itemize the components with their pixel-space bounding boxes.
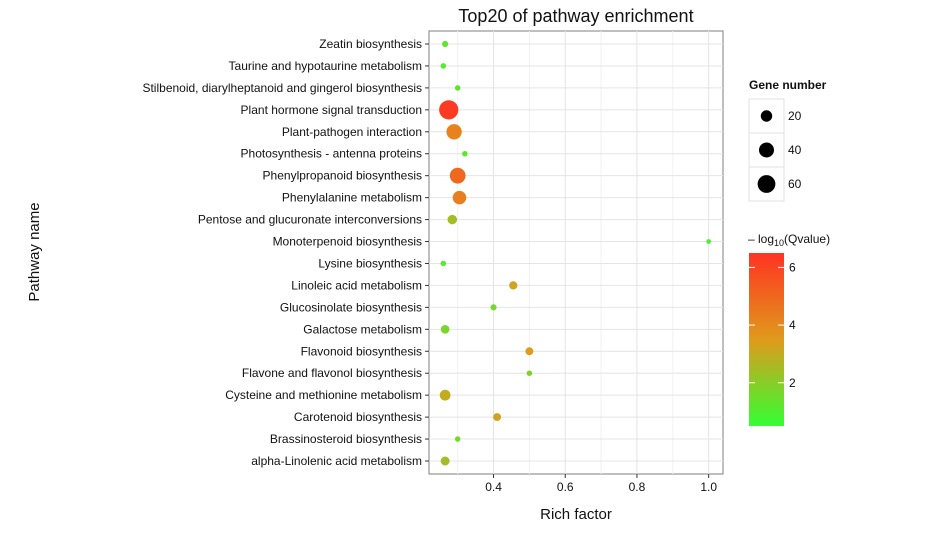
data-point (490, 304, 497, 311)
size-legend-label: 20 (788, 109, 802, 123)
size-legend: Gene number 20 40 60 (748, 78, 827, 202)
color-legend: – log10(Qvalue) 2 4 6 (748, 232, 830, 426)
y-tick-label: Pentose and glucuronate interconversions (198, 213, 422, 227)
y-tick-label: Phenylpropanoid biosynthesis (263, 169, 422, 183)
data-point (440, 456, 450, 466)
y-tick-label: Flavone and flavonol biosynthesis (242, 366, 422, 380)
y-tick-label: Glucosinolate biosynthesis (280, 300, 422, 314)
y-tick-label: Cysteine and methionine metabolism (225, 388, 422, 402)
chart-title: Top20 of pathway enrichment (458, 6, 693, 26)
y-tick-label: Brassinosteroid biosynthesis (270, 432, 422, 446)
x-tick-label: 0.8 (629, 480, 646, 494)
y-tick-label: Stilbenoid, diarylheptanoid and gingerol… (142, 81, 422, 95)
data-point (462, 150, 468, 157)
y-axis-title: Pathway name (26, 202, 43, 301)
color-gradient-bar (749, 253, 784, 426)
data-point (493, 413, 502, 422)
data-point (439, 100, 459, 120)
data-point (449, 167, 466, 184)
y-tick-label: Monoterpenoid biosynthesis (273, 235, 422, 249)
data-point (446, 124, 462, 140)
y-tick-label: Linoleic acid metabolism (291, 278, 422, 292)
color-legend-title: – log10(Qvalue) (748, 232, 830, 248)
plot-panel (428, 30, 724, 475)
data-point (706, 239, 712, 244)
y-tick-label: Taurine and hypotaurine metabolism (229, 59, 422, 73)
y-tick-label: Zeatin biosynthesis (319, 37, 422, 51)
x-axis: 0.4 0.6 0.8 1.0 (485, 474, 717, 494)
y-tick-label: Carotenoid biosynthesis (294, 410, 422, 424)
y-tick-label: Galactose metabolism (303, 322, 422, 336)
data-point (525, 347, 534, 356)
size-legend-items: 20 40 60 (748, 98, 802, 202)
size-legend-label: 60 (788, 177, 802, 191)
color-legend-tick-label: 6 (789, 260, 796, 274)
color-legend-ticks: 2 4 6 (749, 260, 796, 390)
x-tick-label: 0.4 (485, 480, 502, 494)
y-tick-label: Phenylalanine metabolism (282, 191, 422, 205)
y-axis: Zeatin biosynthesis Taurine and hypotauri… (142, 37, 429, 468)
data-point (440, 325, 450, 334)
data-point (452, 190, 467, 205)
color-legend-tick-label: 2 (789, 376, 796, 390)
data-point (439, 389, 451, 401)
x-tick-label: 0.6 (557, 480, 574, 494)
y-tick-label: Lysine biosynthesis (318, 256, 422, 270)
y-tick-label: Plant-pathogen interaction (282, 125, 422, 139)
y-tick-label: Flavonoid biosynthesis (301, 344, 422, 358)
grid-lines (429, 31, 723, 474)
y-tick-label: alpha-Linolenic acid metabolism (251, 454, 422, 468)
data-point (509, 281, 518, 290)
size-legend-symbol (757, 175, 776, 193)
data-point (454, 85, 461, 91)
data-point (440, 63, 447, 69)
data-point (526, 370, 533, 376)
size-legend-title: Gene number (749, 78, 827, 92)
data-points (439, 40, 712, 466)
x-tick-label: 1.0 (700, 480, 717, 494)
data-point (454, 436, 461, 442)
color-legend-tick-label: 4 (789, 318, 796, 332)
y-tick-label: Plant hormone signal transduction (241, 103, 422, 117)
size-legend-symbol (760, 110, 773, 122)
y-tick-label: Photosynthesis - antenna proteins (241, 147, 422, 161)
size-legend-label: 40 (788, 143, 802, 157)
data-point (442, 40, 449, 48)
data-point (440, 260, 447, 267)
data-point (447, 214, 458, 225)
size-legend-symbol (758, 142, 775, 158)
x-axis-title: Rich factor (540, 506, 612, 523)
